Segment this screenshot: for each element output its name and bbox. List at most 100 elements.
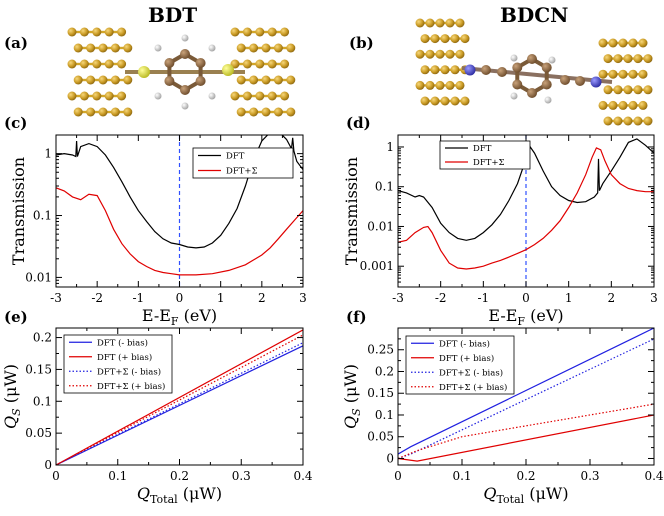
panel-b-label: (b) xyxy=(349,34,374,52)
legend-entry: DFT+Σ (- bias) xyxy=(97,366,161,377)
y-axis-label-unit: (μW) xyxy=(341,364,360,408)
x-tick-label: 0.1 xyxy=(452,469,471,483)
gold-atom xyxy=(236,43,246,53)
carbon-atom xyxy=(541,62,552,73)
gold-atom xyxy=(230,91,240,101)
gold-atom xyxy=(455,49,465,59)
x-tick-label: 0.4 xyxy=(644,469,663,483)
carbon-atom xyxy=(195,76,206,86)
gold-atom xyxy=(445,49,455,59)
gold-atom xyxy=(643,85,653,95)
gold-atom xyxy=(267,91,277,101)
x-tick-label: 2 xyxy=(608,291,616,305)
gold-atom xyxy=(643,54,653,64)
y-axis-label-unit: (μW) xyxy=(1,364,20,408)
x-tick-label: -2 xyxy=(91,291,103,305)
gold-atom xyxy=(440,34,450,44)
hydrogen-atom xyxy=(510,54,518,62)
bdcn-molecule-illustration xyxy=(415,18,653,126)
series-line-4 xyxy=(56,334,303,465)
x-tick-label: 3 xyxy=(650,291,658,305)
y-tick-label: 0.15 xyxy=(367,386,394,400)
gold-atom xyxy=(261,107,271,117)
gold-atom xyxy=(415,18,425,28)
x-tick-label: -3 xyxy=(50,291,62,305)
panel-b-title: BDCN xyxy=(500,3,568,27)
hydrogen-atom xyxy=(154,92,162,100)
legend-entry: DFT (- bias) xyxy=(97,337,148,348)
sulfur-atom xyxy=(222,64,234,76)
gold-atom xyxy=(623,85,633,95)
gold-atom xyxy=(273,43,283,53)
gold-atom xyxy=(460,96,470,106)
y-tick-label: 0.1 xyxy=(33,394,52,408)
carbon-atom xyxy=(180,85,190,95)
carbon-atom xyxy=(512,79,523,90)
y-tick-label: 0.2 xyxy=(375,364,394,378)
x-axis-label: QTotal (μW) xyxy=(137,484,222,506)
x-axis-label-unit: (μW) xyxy=(524,484,568,503)
y-tick-label: 0.1 xyxy=(375,408,394,422)
carbon-atom xyxy=(481,65,491,75)
gold-atom xyxy=(430,65,440,75)
gold-atom xyxy=(255,91,265,101)
series-line-1 xyxy=(398,138,654,241)
gold-atom xyxy=(242,27,252,37)
x-axis-label-sub: F xyxy=(517,315,525,328)
gold-atom xyxy=(623,54,633,64)
gold-atom xyxy=(628,38,638,48)
y-axis-label-main: Q xyxy=(1,416,20,429)
y-axis-label: QS (μW) xyxy=(341,364,363,429)
gold-atom xyxy=(73,107,83,117)
gold-atom xyxy=(618,38,628,48)
gold-atom xyxy=(249,43,259,53)
gold-atom xyxy=(445,80,455,90)
gold-atom xyxy=(86,43,96,53)
series-line-1 xyxy=(56,135,303,249)
gold-atom xyxy=(613,54,623,64)
carbon-atom xyxy=(512,62,523,73)
x-axis-label-sub: F xyxy=(171,315,179,328)
panel-a-label: (a) xyxy=(4,34,28,52)
gold-atom xyxy=(117,59,127,69)
legend-box xyxy=(405,335,515,395)
gold-atom xyxy=(255,59,265,69)
x-axis-label-main: E-E xyxy=(488,306,517,325)
series-line-4 xyxy=(398,403,654,460)
gold-atom xyxy=(638,100,648,110)
gold-atom xyxy=(86,107,96,117)
gold-atom xyxy=(603,116,613,126)
gold-atom xyxy=(104,27,114,37)
gold-atom xyxy=(110,43,120,53)
gold-atom xyxy=(415,80,425,90)
x-tick-label: 0.2 xyxy=(170,469,189,483)
legend-entry: DFT xyxy=(473,144,492,154)
carbon-atom xyxy=(497,67,507,77)
y-tick-label: 1 xyxy=(44,147,52,161)
x-tick-label: 0.1 xyxy=(108,469,127,483)
x-tick-label: -1 xyxy=(132,291,144,305)
x-tick-label: 0.3 xyxy=(580,469,599,483)
gold-atom xyxy=(643,116,653,126)
series-line-1 xyxy=(398,328,654,455)
x-axis-label: E-EF (eV) xyxy=(142,306,217,328)
gold-atom xyxy=(425,49,435,59)
gold-atom xyxy=(98,107,108,117)
gold-atom xyxy=(460,34,470,44)
y-tick-label: 0.05 xyxy=(367,430,394,444)
bdt-molecule-illustration xyxy=(67,27,296,117)
nitrogen-atom xyxy=(464,64,476,76)
gold-atom xyxy=(598,100,608,110)
x-tick-label: -3 xyxy=(392,291,404,305)
series-line-2 xyxy=(56,329,303,465)
y-axis-label-main: Transmission xyxy=(342,157,361,265)
panel-f-label: (f) xyxy=(346,308,367,326)
gold-atom xyxy=(110,75,120,85)
x-axis-label-unit: (eV) xyxy=(525,306,564,325)
gold-atom xyxy=(255,27,265,37)
gold-atom xyxy=(430,34,440,44)
gold-atom xyxy=(608,69,618,79)
gold-atom xyxy=(598,38,608,48)
